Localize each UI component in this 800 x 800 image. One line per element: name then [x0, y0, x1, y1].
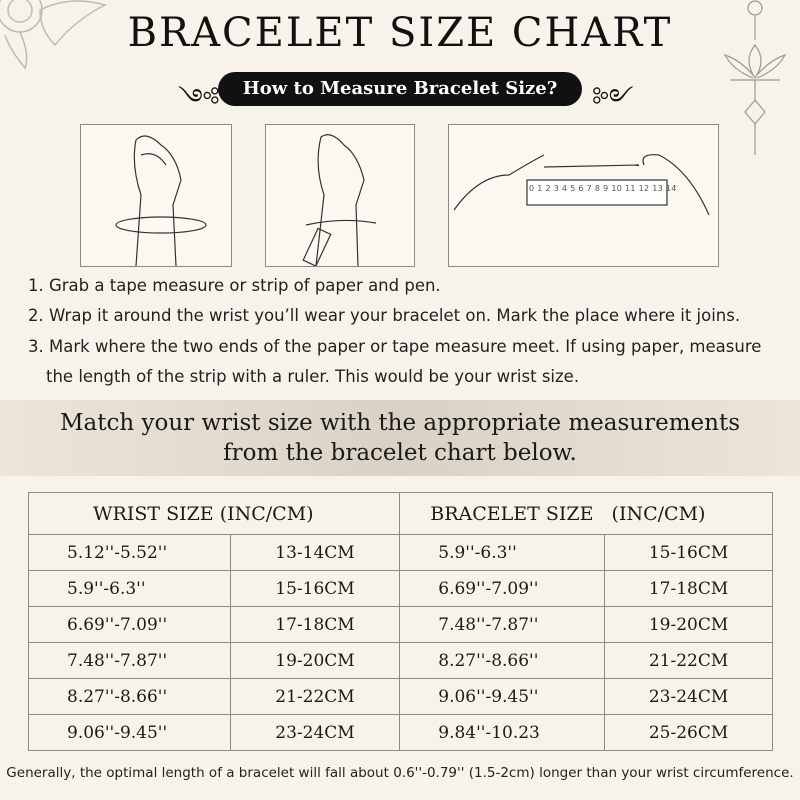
wrist-inch-cell: 9.06''-9.45''	[28, 714, 231, 751]
band-line-1: Match your wrist size with the appropria…	[59, 410, 741, 436]
wrist-cm-cell: 17-18CM	[229, 606, 401, 643]
bracelet-cm-cell: 19-20CM	[604, 606, 773, 643]
table-row: 5.9''-6.3'' 15-16CM 6.69''-7.09'' 17-18CM	[28, 570, 773, 607]
instruction-band: Match your wrist size with the appropria…	[0, 400, 800, 476]
header-wrist-size: WRIST SIZE (INC/CM)	[27, 492, 401, 535]
mandala-decoration-icon	[0, 0, 108, 70]
wrist-cm-cell: 21-22CM	[229, 678, 401, 715]
step-3: 3. Mark where the two ends of the paper …	[28, 337, 762, 356]
wrist-inch-cell: 5.9''-6.3''	[28, 570, 231, 607]
page-title: BRACELET SIZE CHART	[127, 10, 673, 56]
wrist-inch-cell: 5.12''-5.52''	[28, 534, 231, 571]
bracelet-cm-cell: 23-24CM	[604, 678, 773, 715]
swirl-left-icon: ༺	[178, 84, 220, 114]
size-table: WRIST SIZE (INC/CM) BRACELET SIZE (INC/CM…	[27, 492, 773, 751]
lotus-charm-icon	[723, 0, 787, 155]
bracelet-cm-cell: 15-16CM	[604, 534, 773, 571]
wrist-cm-cell: 19-20CM	[229, 642, 401, 679]
wrist-inch-cell: 8.27''-8.66''	[28, 678, 231, 715]
ruler-illustration: 0 1 2 3 4 5 6 7 8 9 10 11 12 13 14	[448, 124, 719, 267]
bracelet-inch-cell: 8.27''-8.66''	[399, 642, 606, 679]
wrist-cm-cell: 15-16CM	[229, 570, 401, 607]
subtitle-pill: How to Measure Bracelet Size?	[218, 72, 582, 106]
swirl-right-icon: ༻	[592, 84, 634, 114]
bracelet-inch-cell: 7.48''-7.87''	[399, 606, 606, 643]
hand-pen-illustration	[265, 124, 415, 267]
bracelet-cm-cell: 17-18CM	[604, 570, 773, 607]
footnote: Generally, the optimal length of a brace…	[6, 765, 794, 781]
table-row: 5.12''-5.52'' 13-14CM 5.9''-6.3'' 15-16CM	[28, 534, 773, 571]
step-2: 2. Wrap it around the wrist you’ll wear …	[28, 306, 741, 325]
header-bracelet-size: BRACELET SIZE (INC/CM)	[399, 492, 773, 535]
table-row: 8.27''-8.66'' 21-22CM 9.06''-9.45'' 23-24CM	[28, 678, 773, 715]
hand-wrap-icon	[115, 135, 207, 267]
wrist-inch-cell: 7.48''-7.87''	[28, 642, 231, 679]
ruler-hands-icon	[453, 154, 710, 216]
table-row: 6.69''-7.09'' 17-18CM 7.48''-7.87'' 19-20CM	[28, 606, 773, 643]
wrist-inch-cell: 6.69''-7.09''	[28, 606, 231, 643]
bracelet-inch-cell: 9.84''-10.23	[399, 714, 606, 751]
table-row: 7.48''-7.87'' 19-20CM 8.27''-8.66'' 21-22CM	[28, 642, 773, 679]
wrist-cm-cell: 23-24CM	[229, 714, 401, 751]
bracelet-cm-cell: 25-26CM	[604, 714, 773, 751]
step-3-continued: the length of the strip with a ruler. Th…	[46, 367, 580, 386]
hand-tape-illustration	[80, 124, 232, 267]
bracelet-inch-cell: 9.06''-9.45''	[399, 678, 606, 715]
bracelet-cm-cell: 21-22CM	[604, 642, 773, 679]
bracelet-inch-cell: 6.69''-7.09''	[399, 570, 606, 607]
wrist-cm-cell: 13-14CM	[229, 534, 401, 571]
bracelet-inch-cell: 5.9''-6.3''	[399, 534, 606, 571]
table-header-row: WRIST SIZE (INC/CM) BRACELET SIZE (INC/CM…	[27, 492, 773, 535]
band-line-2: from the bracelet chart below.	[223, 440, 577, 466]
hand-mark-icon	[302, 134, 377, 267]
ruler-numbers: 0 1 2 3 4 5 6 7 8 9 10 11 12 13 14	[529, 184, 677, 193]
step-1: 1. Grab a tape measure or strip of paper…	[28, 276, 441, 295]
table-row: 9.06''-9.45'' 23-24CM 9.84''-10.23 25-26CM	[28, 714, 773, 751]
